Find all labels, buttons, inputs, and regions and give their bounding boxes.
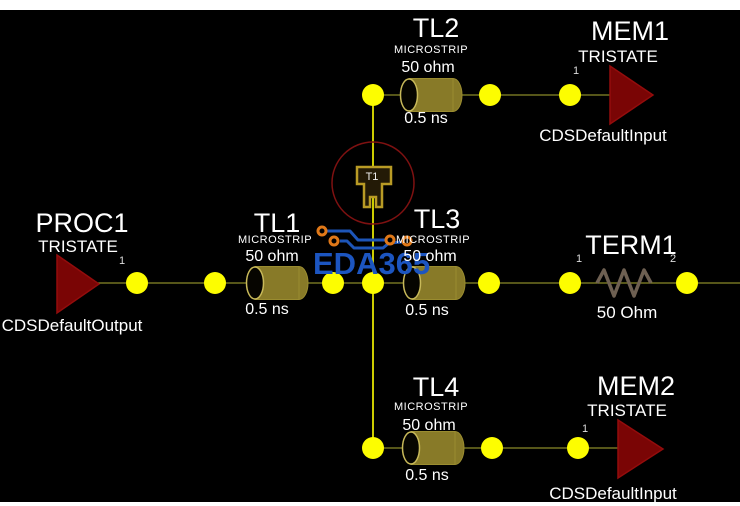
watermark-via-icon (316, 225, 328, 237)
node[interactable] (362, 84, 384, 106)
watermark-via-icon (328, 235, 340, 247)
window-edge-bottom (0, 502, 740, 506)
node[interactable] (567, 437, 589, 459)
mem2-buffer-symbol[interactable] (617, 418, 665, 480)
node[interactable] (481, 437, 503, 459)
watermark-via-icon (384, 234, 396, 246)
mem1-buffer-symbol[interactable] (609, 64, 655, 126)
node[interactable] (676, 272, 698, 294)
node[interactable] (479, 84, 501, 106)
node[interactable] (322, 272, 344, 294)
t1-junction-symbol[interactable] (355, 165, 393, 209)
node[interactable] (126, 272, 148, 294)
node[interactable] (362, 272, 384, 294)
node[interactable] (204, 272, 226, 294)
tl4-tline-symbol[interactable] (401, 431, 465, 465)
term1-resistor-symbol[interactable] (595, 268, 653, 298)
tl1-tline-symbol[interactable] (245, 266, 309, 300)
window-edge-top (0, 0, 740, 10)
t1-junction-ring[interactable] (331, 141, 415, 225)
tl2-tline-symbol[interactable] (399, 78, 463, 112)
node[interactable] (362, 437, 384, 459)
node[interactable] (478, 272, 500, 294)
node[interactable] (559, 272, 581, 294)
watermark-via-icon (401, 235, 413, 247)
node[interactable] (559, 84, 581, 106)
watermark-trace (327, 229, 385, 242)
proc1-buffer-symbol[interactable] (56, 253, 101, 315)
tl3-tline-symbol[interactable] (402, 266, 466, 300)
watermark-logo-text: EDA365 (313, 246, 431, 281)
